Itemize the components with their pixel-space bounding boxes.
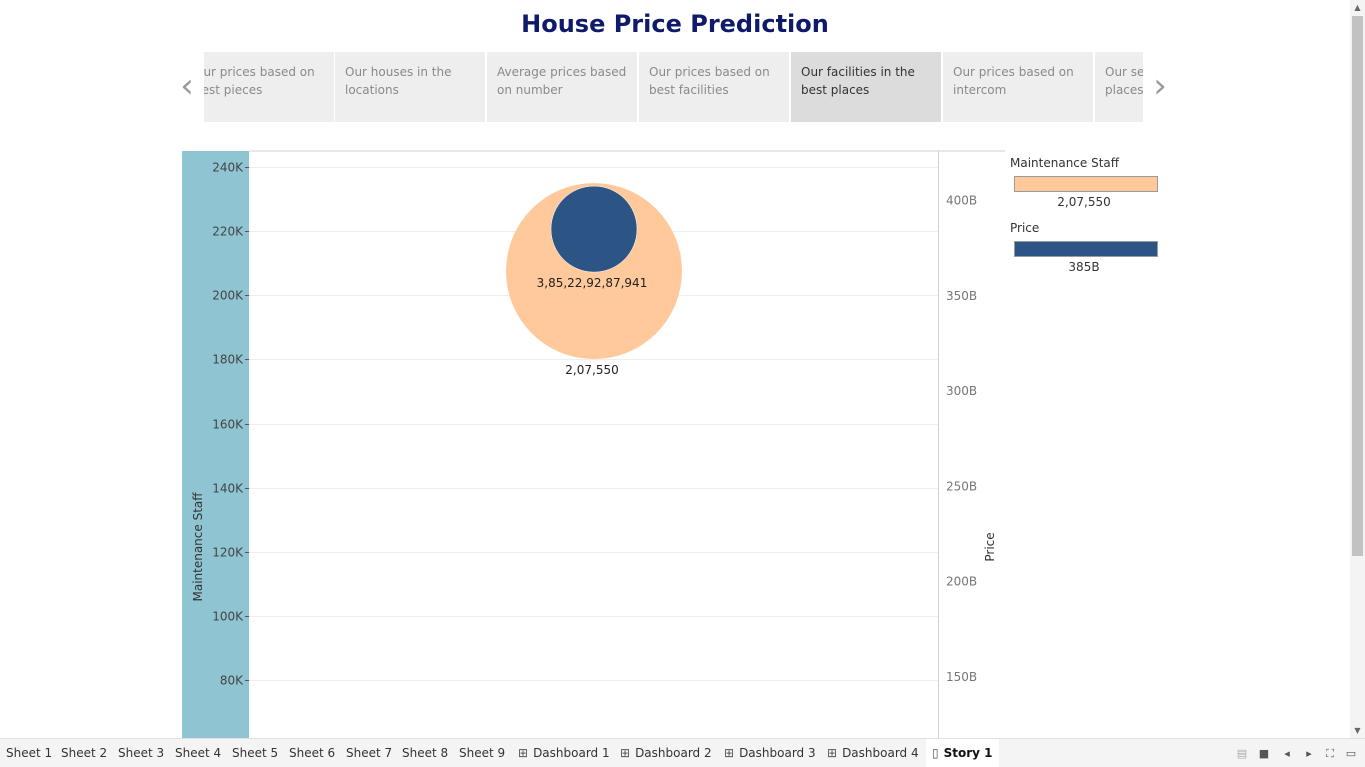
legend-title-maintenance-staff: Maintenance Staff	[1010, 156, 1120, 170]
scroll-down-arrow-icon[interactable]: ▼	[1354, 726, 1361, 735]
tab-label: Sheet 7	[346, 746, 393, 760]
right-axis-tick-label: 400B	[946, 194, 977, 208]
left-axis-tick-label: 160K	[212, 418, 244, 432]
presentation-mode-icon[interactable]: ▭	[1345, 747, 1357, 760]
right-axis-tick-label: 200B	[946, 575, 977, 589]
grid-icon: ⊞	[518, 746, 529, 760]
left-axis-tick-label: 140K	[212, 482, 244, 496]
tab-dashboard-2[interactable]: ⊞ Dashboard 2	[614, 739, 718, 767]
right-axis-tick-label: 150B	[946, 670, 977, 684]
tab-label: Sheet 8	[402, 746, 449, 760]
right-axis-title: Price	[983, 532, 997, 561]
chevron-right-icon[interactable]: ›	[1153, 66, 1167, 106]
story-point-6[interactable]: Our prices based on intercom	[943, 52, 1093, 122]
show-filmstrip-icon[interactable]: ▤	[1236, 747, 1248, 760]
right-axis-tick-label: 300B	[946, 384, 977, 398]
tab-sheet-8[interactable]: Sheet 8	[396, 739, 454, 767]
tab-label: Sheet 4	[175, 746, 222, 760]
legend: Maintenance Staff 2,07,550 Price 385B	[1010, 156, 1158, 274]
chevron-left-icon[interactable]: ‹	[180, 66, 194, 106]
story-point-3[interactable]: Average prices based on number	[487, 52, 637, 122]
show-sheet-icon[interactable]: ■	[1258, 747, 1270, 760]
legend-swatch-price[interactable]	[1014, 241, 1158, 257]
left-axis-band	[182, 151, 249, 738]
left-axis-tick-label: 240K	[212, 161, 244, 175]
legend-swatch-maintenance-staff[interactable]	[1014, 176, 1158, 192]
left-axis-tick-label: 200K	[212, 289, 244, 303]
left-axis-title: Maintenance Staff	[191, 492, 205, 602]
story-navigator: Our prices based on best pieces Our hous…	[204, 52, 1143, 122]
left-axis-tick-label: 220K	[212, 225, 244, 239]
tab-label: Sheet 6	[289, 746, 336, 760]
full-screen-icon[interactable]: ⛶	[1326, 747, 1334, 760]
story-point-5[interactable]: Our facilities in the best places	[791, 52, 941, 122]
left-axis-tick-label: 120K	[212, 546, 244, 560]
tab-label: Sheet 1	[6, 746, 53, 760]
right-axis-tick-label: 350B	[946, 289, 977, 303]
tab-label: Dashboard 2	[635, 746, 712, 760]
tab-dashboard-4[interactable]: ⊞ Dashboard 4	[821, 739, 925, 767]
tab-dashboard-1[interactable]: ⊞ Dashboard 1	[512, 739, 616, 767]
tab-sheet-2[interactable]: Sheet 2	[55, 739, 113, 767]
price-data-label: 3,85,22,92,87,941	[537, 276, 648, 290]
tab-sheet-4[interactable]: Sheet 4	[169, 739, 227, 767]
left-axis-tick-label: 80K	[220, 674, 244, 688]
legend-value-price: 385B	[1068, 260, 1099, 274]
vertical-scrollbar[interactable]: ▲ ▼	[1350, 0, 1365, 738]
tab-label: Dashboard 1	[533, 746, 610, 760]
story-point-4[interactable]: Our prices based on best facilities	[639, 52, 789, 122]
tab-story-1[interactable]: ▯ Story 1	[926, 739, 999, 767]
grid-icon: ⊞	[724, 746, 735, 760]
story-title: House Price Prediction	[521, 10, 829, 38]
right-axis-tick-label: 250B	[946, 479, 977, 493]
previous-tab-icon[interactable]: ◂	[1284, 747, 1290, 760]
tab-sheet-9[interactable]: Sheet 9	[453, 739, 511, 767]
tab-label: Sheet 9	[459, 746, 506, 760]
left-axis-ticks: 80K 100K 120K 140K 160K 180K 200K 220K 240K	[212, 161, 249, 688]
tab-sheet-6[interactable]: Sheet 6	[283, 739, 341, 767]
story-point-2[interactable]: Our houses in the locations	[335, 52, 485, 122]
scroll-up-arrow-icon[interactable]: ▲	[1354, 3, 1361, 12]
story-point-7[interactable]: Our services in the places	[1095, 52, 1143, 122]
tab-dashboard-3[interactable]: ⊞ Dashboard 3	[718, 739, 822, 767]
sheet-tab-bar: Sheet 1 Sheet 2 Sheet 3 Sheet 4 Sheet 5 …	[0, 738, 1365, 767]
tab-label: Sheet 2	[61, 746, 108, 760]
right-axis-ticks: 150B 200B 250B 300B 350B 400B	[946, 194, 977, 684]
left-axis-tick-label: 100K	[212, 610, 244, 624]
maintenance-staff-data-label: 2,07,550	[565, 363, 618, 377]
tab-sheet-5[interactable]: Sheet 5	[226, 739, 284, 767]
legend-value-maintenance-staff: 2,07,550	[1057, 195, 1110, 209]
tab-label: Dashboard 3	[739, 746, 816, 760]
tab-label: Sheet 5	[232, 746, 279, 760]
tab-label: Sheet 3	[118, 746, 165, 760]
grid-icon: ⊞	[620, 746, 631, 760]
tab-sheet-1[interactable]: Sheet 1	[0, 739, 58, 767]
scrollbar-thumb[interactable]	[1352, 16, 1363, 556]
tab-sheet-3[interactable]: Sheet 3	[112, 739, 170, 767]
tab-label: Story 1	[943, 746, 993, 760]
dual-axis-circle-chart: 80K 100K 120K 140K 160K 180K 200K 220K 240K 150B…	[182, 150, 1158, 738]
price-circle[interactable]	[550, 185, 638, 273]
book-icon: ▯	[932, 746, 939, 760]
grid-icon: ⊞	[827, 746, 838, 760]
left-axis-tick-label: 180K	[212, 353, 244, 367]
next-tab-icon[interactable]: ▸	[1306, 747, 1312, 760]
tab-label: Dashboard 4	[842, 746, 919, 760]
story-point-1[interactable]: Our prices based on best pieces	[204, 52, 334, 122]
legend-title-price: Price	[1010, 221, 1039, 235]
tab-sheet-7[interactable]: Sheet 7	[340, 739, 398, 767]
